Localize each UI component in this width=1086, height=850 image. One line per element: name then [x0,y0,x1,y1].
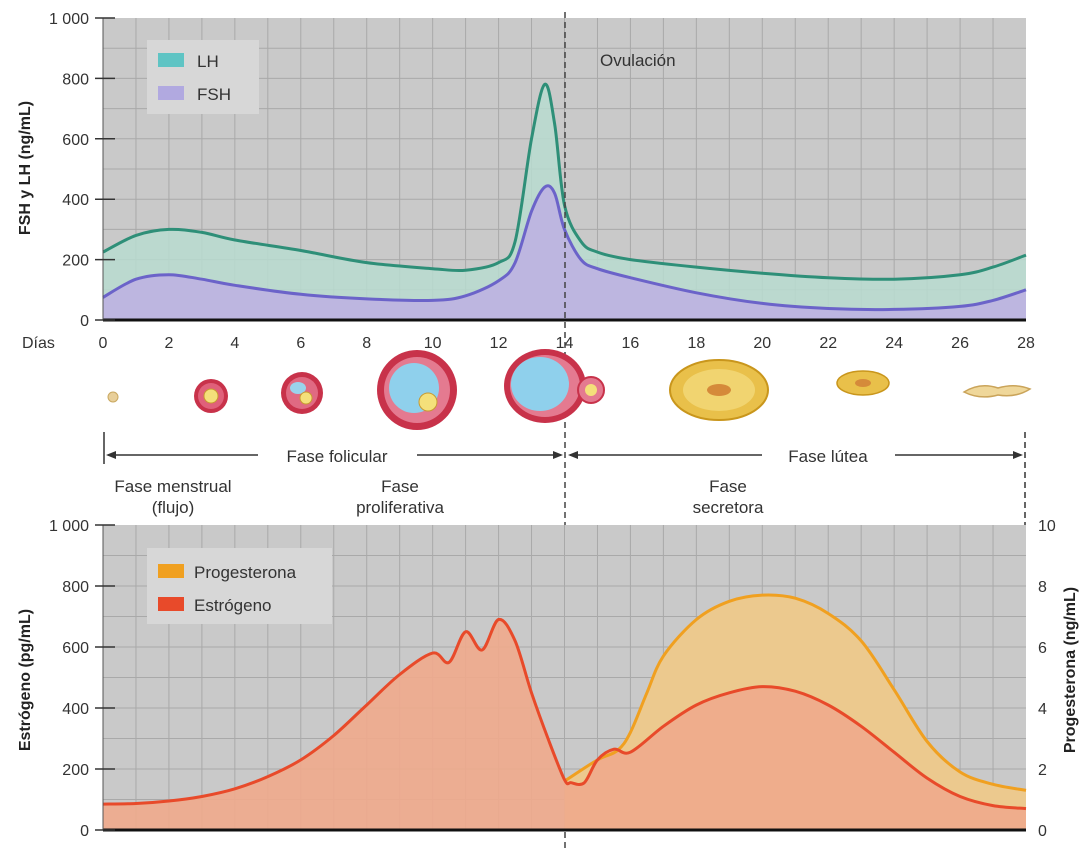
top-x-tick-label: 22 [819,335,837,352]
bottom-left-y-tick-label: 400 [62,701,89,718]
top-x-tick-label: 2 [164,335,173,352]
top-x-ticks: 0246810121416182022242628 [99,335,1035,352]
luteal-phase-label: Fase lútea [788,447,868,466]
top-x-tick-label: 10 [424,335,442,352]
top-x-tick-label: 6 [296,335,305,352]
ovulating-follicle-icon [504,349,605,423]
estrogen-legend-label: Estrógeno [194,596,272,615]
top-legend-box [147,40,259,114]
days-label: Días [22,335,55,352]
top-x-tick-label: 20 [753,335,771,352]
top-y-tick-label: 800 [62,71,89,88]
fsh-legend-label: FSH [197,85,231,104]
top-y-tick-label: 600 [62,132,89,149]
top-x-tick-label: 12 [490,335,508,352]
top-x-tick-label: 18 [687,335,705,352]
top-y-axis-title: FSH y LH (ng/mL) [17,101,34,235]
corpus-luteum-icon [669,359,769,421]
follicular-arrow-head-right [553,451,563,459]
top-x-tick-label: 24 [885,335,903,352]
top-x-tick-label: 8 [362,335,371,352]
corpus-albicans-icon [962,385,1032,398]
top-y-tick-label: 0 [80,313,89,330]
progesterone-axis-title: Progesterona (ng/mL) [1062,587,1079,753]
top-x-tick-label: 26 [951,335,969,352]
antral-follicle-icon [377,350,457,430]
ovulation-label: Ovulación [600,51,676,70]
estrogen-axis-title: Estrógeno (pg/mL) [17,609,34,751]
bottom-left-y-tick-label: 0 [80,823,89,840]
estrogen-legend-swatch [158,597,184,611]
luteal-arrow-head-right [1013,451,1023,459]
top-y-ticks: 0 200 400 600 800 1 000 [49,11,115,330]
top-x-tick-label: 28 [1017,335,1035,352]
fsh-line [102,184,1027,312]
progesterone-line [563,593,1027,792]
estrogen-area [103,619,1026,830]
lh-legend-label: LH [197,52,219,71]
primordial-follicle-icon [107,391,119,403]
bottom-right-y-ticks: 0 2 4 6 8 10 [1038,518,1056,840]
follicular-phase-label: Fase folicular [286,447,387,466]
top-y-tick-label: 1 000 [49,11,89,28]
secretory-phase-label-1: Fase [709,477,747,496]
top-y-tick-label: 400 [62,192,89,209]
bottom-right-y-tick-label: 2 [1038,762,1047,779]
progesterone-legend-label: Progesterona [194,563,297,582]
bottom-legend: Progesterona Estrógeno [147,548,332,624]
top-x-tick-label: 16 [622,335,640,352]
follicular-arrow-head-left [106,451,116,459]
proliferative-phase-label-2: proliferativa [356,498,444,517]
fsh-legend-swatch [158,86,184,100]
top-x-tick-label: 4 [230,335,239,352]
top-x-tick-label: 0 [99,335,108,352]
primary-follicle-icon [194,379,228,413]
lh-area [103,84,1026,320]
top-legend: LH FSH [147,40,259,114]
menstrual-phase-label-2: (flujo) [152,498,195,517]
proliferative-phase-label-1: Fase [381,477,419,496]
bottom-left-y-tick-label: 1 000 [49,518,89,535]
bottom-left-y-ticks: 0 200 400 600 800 1 000 [49,518,115,840]
bottom-right-y-tick-label: 6 [1038,640,1047,657]
regressing-corpus-luteum-icon [836,370,890,396]
phase-bar: Fase folicular Fase lútea Fase menstrual… [103,432,1026,526]
luteal-arrow-head-left [568,451,578,459]
menstrual-phase-label-1: Fase menstrual [114,477,231,496]
bottom-right-y-tick-label: 0 [1038,823,1047,840]
bottom-right-y-tick-label: 4 [1038,701,1047,718]
lh-legend-swatch [158,53,184,67]
bottom-left-y-tick-label: 800 [62,579,89,596]
follicle-row [107,349,1032,430]
bottom-legend-box [147,548,332,624]
lh-line [102,82,1027,281]
bottom-right-y-tick-label: 10 [1038,518,1056,535]
estrogen-line [102,617,1027,811]
bottom-left-y-tick-label: 600 [62,640,89,657]
secretory-phase-label-2: secretora [693,498,764,517]
progesterone-legend-swatch [158,564,184,578]
bottom-right-y-tick-label: 8 [1038,579,1047,596]
bottom-left-y-tick-label: 200 [62,762,89,779]
top-y-tick-label: 200 [62,253,89,270]
secondary-follicle-icon [281,372,323,414]
ovarian-hormone-chart: 0 200 400 600 800 1 000 0 2 4 6 8 10 Estrógeno (pg… [17,518,1079,840]
